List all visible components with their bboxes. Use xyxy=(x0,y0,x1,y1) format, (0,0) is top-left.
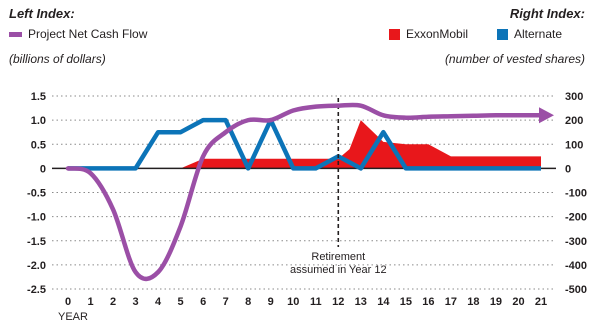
left-tick-label: -2.0 xyxy=(27,260,46,272)
left-tick-label: 0.5 xyxy=(31,139,46,151)
x-tick-label: 18 xyxy=(467,296,479,308)
right-tick-label: -300 xyxy=(565,236,587,248)
cash-flow-line xyxy=(65,102,544,282)
right-tick-label: 200 xyxy=(565,115,583,127)
x-tick-label: 6 xyxy=(200,296,206,308)
left-index-title: Left Index: xyxy=(9,6,75,21)
x-tick-label: 10 xyxy=(287,296,299,308)
retirement-annotation-line1: Retirement xyxy=(311,251,365,263)
x-tick-label: 19 xyxy=(490,296,502,308)
right-tick-label: 100 xyxy=(565,139,583,151)
x-axis-label: YEAR xyxy=(58,311,88,323)
legend-alternate-swatch xyxy=(497,28,508,40)
x-tick-label: 9 xyxy=(268,296,274,308)
legend-cash-flow-swatch xyxy=(9,31,22,37)
legend-cash-flow: Project Net Cash Flow xyxy=(9,27,147,41)
x-tick-label: 14 xyxy=(377,296,390,308)
right-units: (number of vested shares) xyxy=(444,52,585,66)
right-tick-label: -400 xyxy=(565,260,587,272)
left-tick-label: 0 xyxy=(40,163,46,175)
x-tick-label: 15 xyxy=(400,296,412,308)
alternate-line xyxy=(68,117,541,171)
left-tick-label: 1.0 xyxy=(31,115,46,127)
cash-flow-arrowhead xyxy=(539,107,554,124)
right-index-title: Right Index: xyxy=(509,6,585,21)
x-tick-label: 12 xyxy=(332,296,344,308)
left-tick-label: -0.5 xyxy=(27,188,46,200)
x-tick-label: 3 xyxy=(133,296,139,308)
x-tick-label: 7 xyxy=(223,296,229,308)
x-tick-label: 0 xyxy=(65,296,71,308)
retirement-annotation-line2: assumed in Year 12 xyxy=(290,264,387,276)
x-tick-label: 8 xyxy=(245,296,251,308)
x-tick-label: 13 xyxy=(355,296,367,308)
left-units: (billions of dollars) xyxy=(9,52,106,66)
legend-exxonmobil: ExxonMobil xyxy=(389,27,468,41)
x-tick-label: 11 xyxy=(310,296,322,308)
legend-cash-flow-label: Project Net Cash Flow xyxy=(28,27,148,41)
x-tick-label: 20 xyxy=(512,296,524,308)
exxonmobil-area xyxy=(68,120,541,169)
legend-exxonmobil-swatch xyxy=(389,28,400,40)
x-tick-label: 21 xyxy=(535,296,547,308)
x-tick-label: 5 xyxy=(178,296,184,308)
left-tick-label: -2.5 xyxy=(27,284,46,296)
right-tick-label: 0 xyxy=(565,163,571,175)
legend-exxonmobil-label: ExxonMobil xyxy=(406,27,469,41)
x-tick-label: 1 xyxy=(87,296,93,308)
x-tick-label: 16 xyxy=(422,296,434,308)
legend-alternate: Alternate xyxy=(497,27,562,41)
x-tick-label: 17 xyxy=(445,296,457,308)
right-tick-label: -100 xyxy=(565,188,587,200)
x-tick-label: 4 xyxy=(155,296,162,308)
right-tick-label: -200 xyxy=(565,212,587,224)
right-tick-label: 300 xyxy=(565,91,583,103)
right-tick-label: -500 xyxy=(565,284,587,296)
left-tick-label: -1.0 xyxy=(27,212,46,224)
left-tick-label: 1.5 xyxy=(31,91,46,103)
left-tick-label: -1.5 xyxy=(27,236,46,248)
x-tick-label: 2 xyxy=(110,296,116,308)
legend-alternate-label: Alternate xyxy=(514,27,563,41)
